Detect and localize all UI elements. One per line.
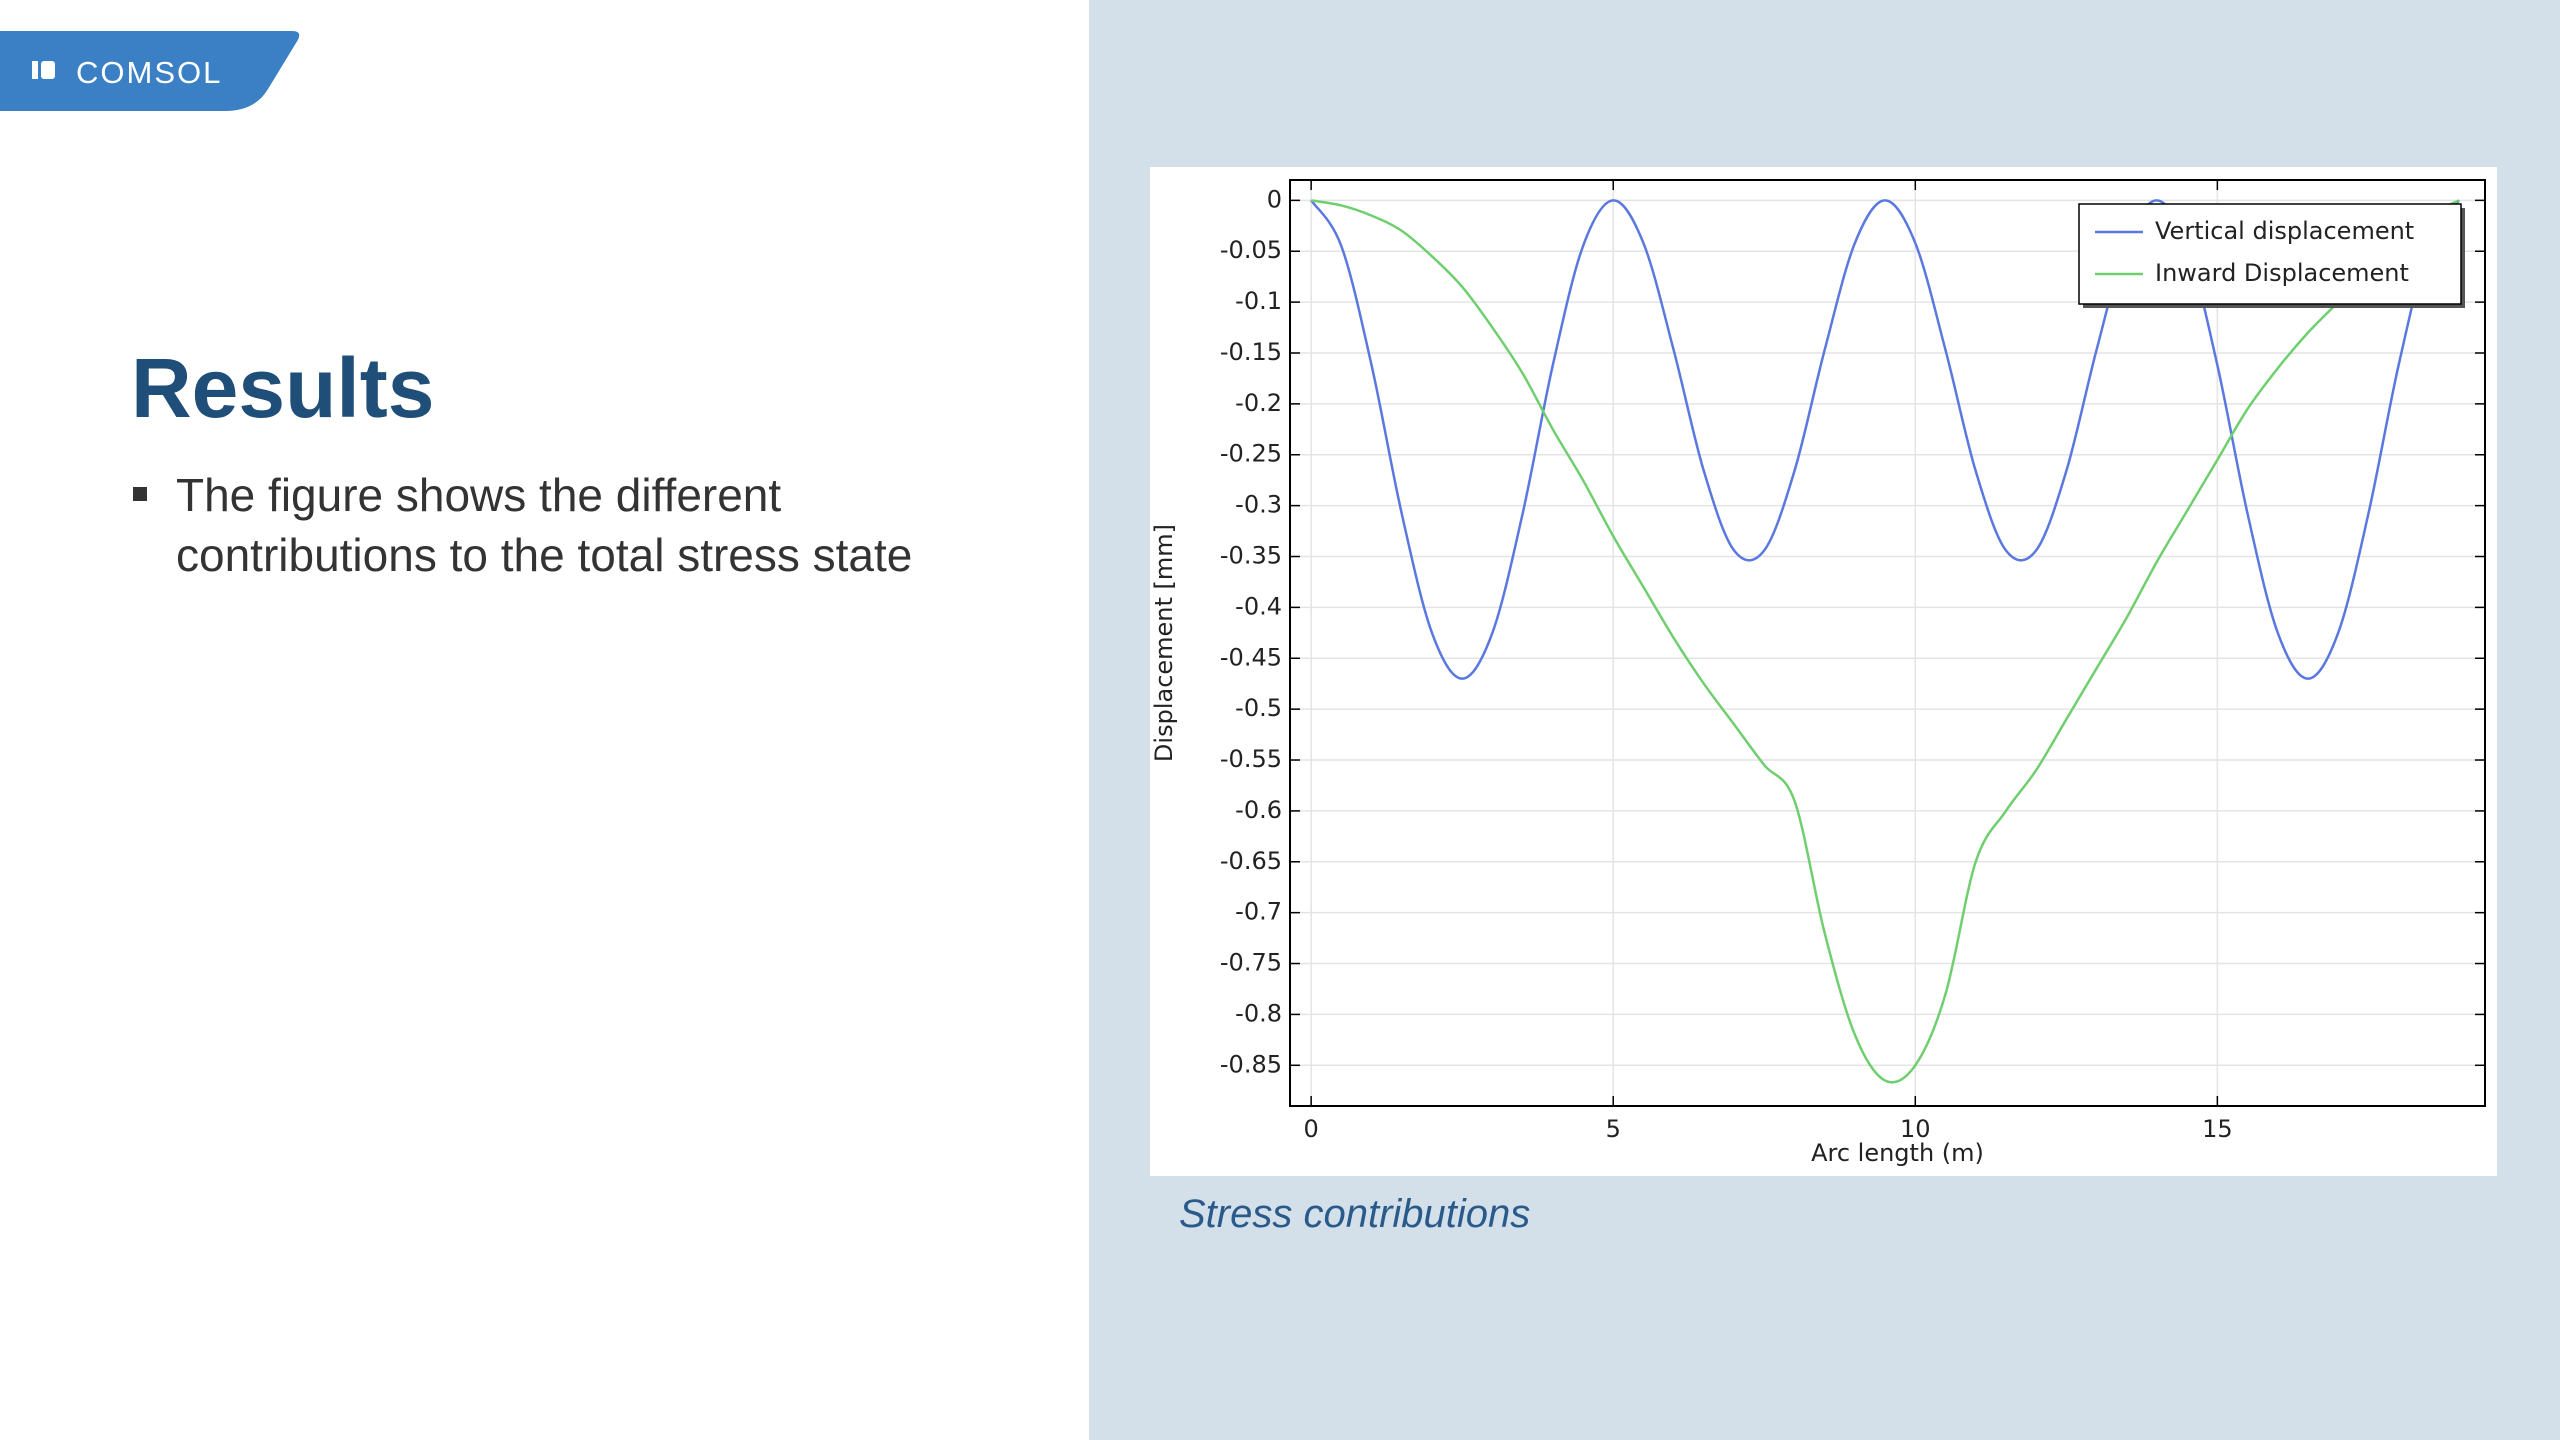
x-tick-label: 10 bbox=[1900, 1115, 1931, 1143]
x-tick-label: 0 bbox=[1304, 1115, 1319, 1143]
logo-text: COMSOL bbox=[76, 55, 223, 90]
logo-badge bbox=[0, 31, 300, 111]
y-tick-label: -0.85 bbox=[1220, 1050, 1282, 1078]
y-tick-label: -0.2 bbox=[1235, 389, 1282, 417]
y-tick-label: -0.55 bbox=[1220, 745, 1282, 773]
y-tick-label: -0.25 bbox=[1220, 440, 1282, 468]
y-tick-label: -0.35 bbox=[1220, 542, 1282, 570]
legend-label: Inward Displacement bbox=[2155, 259, 2409, 287]
legend-label: Vertical displacement bbox=[2155, 217, 2414, 245]
y-tick-label: -0.45 bbox=[1220, 643, 1282, 671]
legend-box bbox=[2078, 203, 2462, 305]
y-tick-label: -0.3 bbox=[1235, 491, 1282, 519]
bullet-marker bbox=[133, 487, 147, 501]
x-tick-label: 15 bbox=[2202, 1115, 2233, 1143]
y-tick-label: -0.1 bbox=[1235, 287, 1282, 315]
y-tick-label: -0.65 bbox=[1220, 847, 1282, 875]
y-tick-label: -0.6 bbox=[1235, 796, 1282, 824]
data-line bbox=[1310, 199, 2461, 680]
x-axis-title: Arc length (m) bbox=[1811, 1139, 1984, 1167]
slide-title: Results bbox=[131, 341, 435, 435]
y-tick-label: -0.05 bbox=[1220, 236, 1282, 264]
data-line bbox=[1310, 199, 2460, 1084]
y-tick-label: -0.15 bbox=[1220, 338, 1282, 366]
chart-background bbox=[1150, 167, 2497, 1176]
y-tick-label: -0.5 bbox=[1235, 694, 1282, 722]
y-tick-label: -0.4 bbox=[1235, 592, 1282, 620]
y-tick-label: -0.8 bbox=[1235, 999, 1282, 1027]
y-tick-label: -0.75 bbox=[1220, 949, 1282, 977]
y-axis-title: Displacement [mm] bbox=[1150, 524, 1178, 762]
y-tick-label: 0 bbox=[1267, 185, 1282, 213]
bullet-text: The figure shows the different contribut… bbox=[176, 469, 913, 581]
x-tick-label: 5 bbox=[1606, 1115, 1621, 1143]
figure-caption: Stress contributions bbox=[1179, 1192, 1531, 1236]
y-tick-label: -0.7 bbox=[1235, 898, 1282, 926]
plot-frame bbox=[1289, 179, 2486, 1107]
